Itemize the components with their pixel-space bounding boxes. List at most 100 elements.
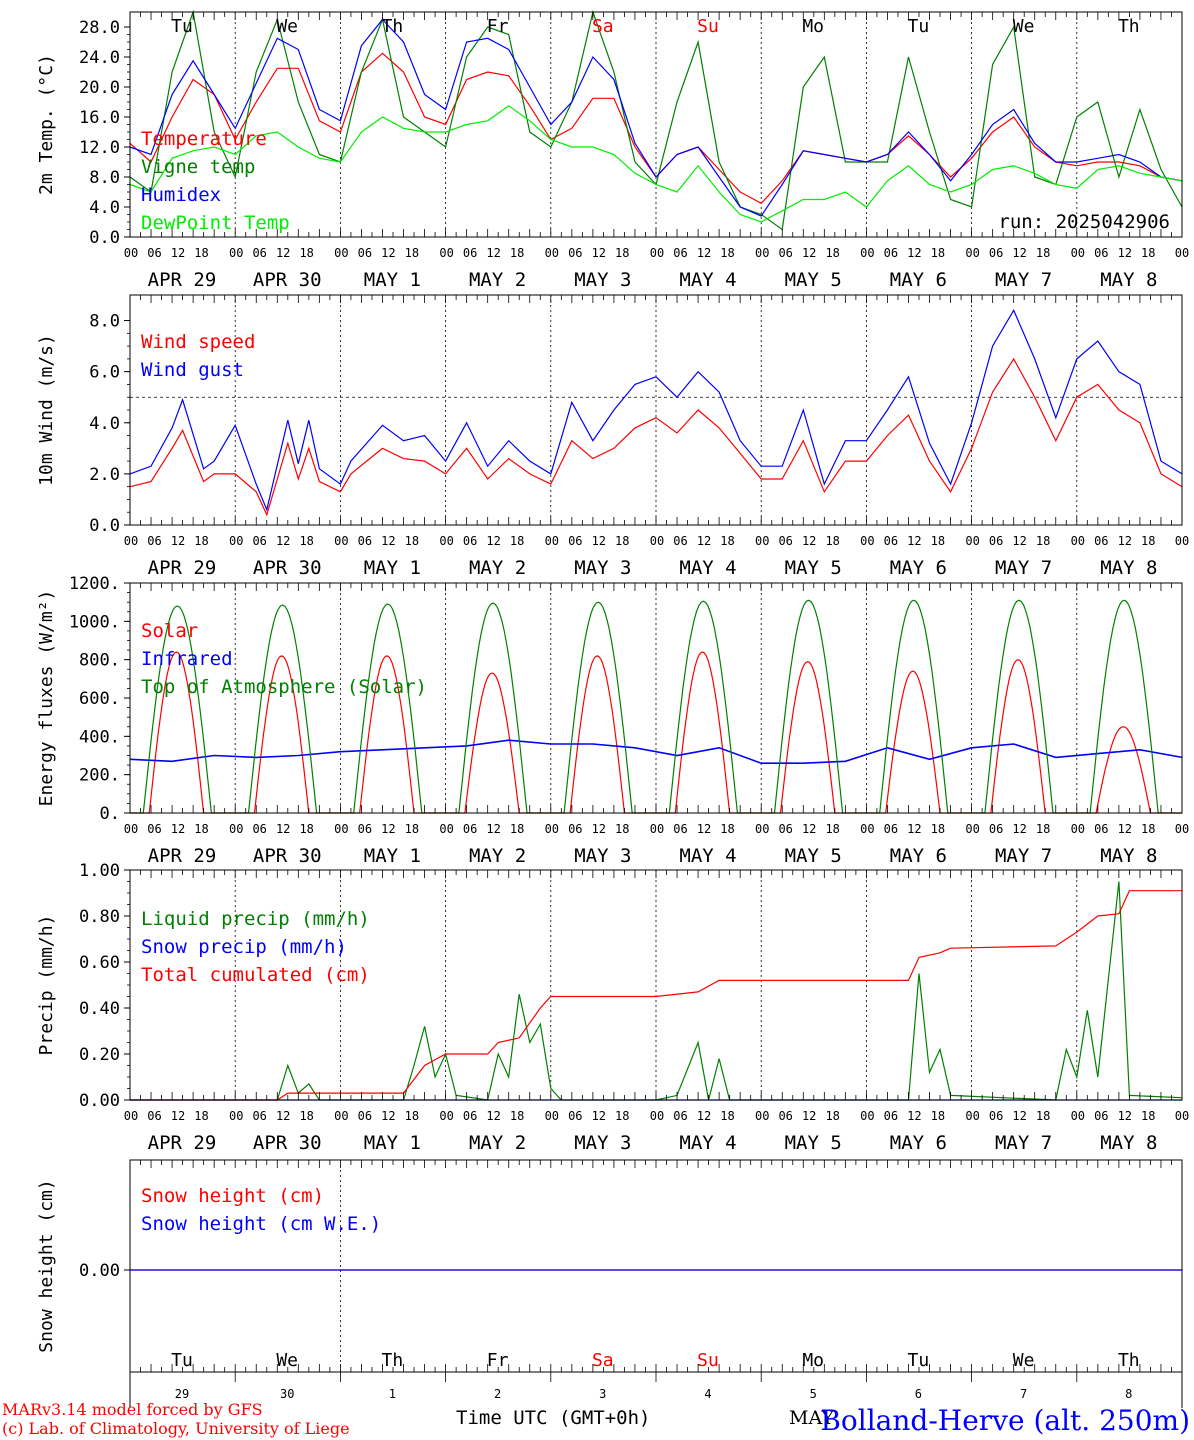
day-of-week-label: We bbox=[1013, 16, 1035, 37]
hour-tick-label: 18 bbox=[405, 822, 419, 836]
hour-tick-label: 00 bbox=[965, 246, 979, 260]
hour-tick-label: 00 bbox=[755, 1109, 769, 1123]
hour-tick-label: 18 bbox=[825, 1109, 839, 1123]
hour-tick-label: 18 bbox=[405, 246, 419, 260]
y-axis-label: Precip (mm/h) bbox=[36, 915, 57, 1056]
hour-tick-label: 00 bbox=[755, 246, 769, 260]
hour-tick-label: 12 bbox=[802, 246, 816, 260]
y-tick-label: 24.0 bbox=[79, 48, 120, 68]
date-label: MAY 6 bbox=[890, 1132, 947, 1154]
date-label: MAY 7 bbox=[995, 845, 1052, 867]
hour-tick-label: 06 bbox=[252, 534, 266, 548]
legend-entry: Top of Atmosphere (Solar) bbox=[141, 676, 427, 698]
hour-tick-label: 00 bbox=[229, 534, 243, 548]
hour-tick-label: 18 bbox=[299, 1109, 313, 1123]
hour-tick-label: 18 bbox=[194, 534, 208, 548]
day-of-week-label: Tu bbox=[171, 16, 193, 37]
hour-tick-label: 06 bbox=[989, 534, 1003, 548]
hour-tick-label: 18 bbox=[615, 1109, 629, 1123]
hour-tick-label: 12 bbox=[171, 246, 185, 260]
hour-tick-label: 12 bbox=[1012, 822, 1026, 836]
hour-tick-label: 06 bbox=[463, 534, 477, 548]
legend-entry: Vigne temp bbox=[141, 156, 255, 178]
legend-entry: Solar bbox=[141, 620, 198, 642]
day-of-week-label: Sa bbox=[592, 1350, 614, 1371]
hour-tick-label: 18 bbox=[825, 822, 839, 836]
hour-tick-label: 00 bbox=[1175, 1109, 1189, 1123]
hour-tick-label: 06 bbox=[673, 246, 687, 260]
hour-tick-label: 00 bbox=[1071, 246, 1085, 260]
hour-tick-label: 18 bbox=[194, 1109, 208, 1123]
hour-tick-label: 18 bbox=[299, 534, 313, 548]
hour-tick-label: 18 bbox=[194, 246, 208, 260]
y-tick-label: 0.80 bbox=[79, 907, 120, 927]
date-label: APR 29 bbox=[148, 557, 217, 579]
hour-tick-label: 06 bbox=[884, 246, 898, 260]
hour-tick-label: 06 bbox=[1094, 534, 1108, 548]
y-tick-label: 8.0 bbox=[89, 312, 120, 332]
date-label: APR 29 bbox=[148, 1132, 217, 1154]
hour-tick-label: 00 bbox=[965, 1109, 979, 1123]
date-label: MAY 5 bbox=[785, 557, 842, 579]
legend-entry: Wind gust bbox=[141, 359, 244, 381]
day-number-label: 6 bbox=[915, 1387, 922, 1401]
date-label: MAY 6 bbox=[890, 269, 947, 291]
y-tick-label: 1.00 bbox=[79, 861, 120, 881]
series-line-top-of-atmosphere-solar- bbox=[130, 599, 1182, 814]
day-number-label: 30 bbox=[280, 1387, 294, 1401]
day-number-label: 1 bbox=[389, 1387, 396, 1401]
date-label: MAY 4 bbox=[679, 269, 736, 291]
hour-tick-label: 12 bbox=[276, 534, 290, 548]
hour-tick-label: 12 bbox=[802, 1109, 816, 1123]
hour-tick-label: 06 bbox=[568, 246, 582, 260]
series-line-vigne-temp bbox=[129, 9, 1183, 231]
x-axis-label: Time UTC (GMT+0h) bbox=[456, 1407, 650, 1429]
hour-tick-label: 06 bbox=[989, 1109, 1003, 1123]
legend-entry: Total cumulated (cm) bbox=[141, 964, 370, 986]
footer-lab: (c) Lab. of Climatology, University of L… bbox=[2, 1419, 350, 1438]
hour-tick-label: 06 bbox=[252, 246, 266, 260]
month-label: MAY bbox=[789, 1407, 834, 1429]
hour-tick-label: 06 bbox=[252, 822, 266, 836]
date-label: MAY 4 bbox=[679, 845, 736, 867]
hour-tick-label: 18 bbox=[510, 246, 524, 260]
day-of-week-label: Fr bbox=[487, 1350, 509, 1371]
y-tick-label: 800. bbox=[79, 651, 120, 671]
hour-tick-label: 12 bbox=[381, 1109, 395, 1123]
hour-tick-label: 18 bbox=[510, 1109, 524, 1123]
day-of-week-label: Th bbox=[382, 16, 404, 37]
hour-tick-label: 18 bbox=[825, 534, 839, 548]
hour-tick-label: 06 bbox=[358, 246, 372, 260]
hour-tick-label: 18 bbox=[931, 822, 945, 836]
date-label: APR 30 bbox=[253, 269, 322, 291]
date-label: MAY 1 bbox=[364, 1132, 421, 1154]
hour-tick-label: 06 bbox=[252, 1109, 266, 1123]
date-label: MAY 1 bbox=[364, 557, 421, 579]
hour-tick-label: 12 bbox=[697, 822, 711, 836]
hour-tick-label: 06 bbox=[989, 246, 1003, 260]
hour-tick-label: 18 bbox=[931, 534, 945, 548]
hour-tick-label: 18 bbox=[615, 246, 629, 260]
hour-tick-label: 06 bbox=[147, 822, 161, 836]
hour-tick-label: 12 bbox=[276, 822, 290, 836]
hour-tick-label: 00 bbox=[334, 822, 348, 836]
day-of-week-label: We bbox=[276, 1350, 298, 1371]
hour-tick-label: 12 bbox=[381, 822, 395, 836]
hour-tick-label: 06 bbox=[1094, 822, 1108, 836]
hour-tick-label: 12 bbox=[486, 534, 500, 548]
hour-tick-label: 06 bbox=[358, 822, 372, 836]
hour-tick-label: 18 bbox=[1141, 246, 1155, 260]
axes-layer bbox=[124, 11, 1183, 1408]
hour-tick-label: 12 bbox=[697, 246, 711, 260]
hour-tick-label: 00 bbox=[545, 534, 559, 548]
hour-tick-label: 00 bbox=[860, 246, 874, 260]
hour-tick-label: 06 bbox=[358, 534, 372, 548]
hour-tick-label: 00 bbox=[860, 1109, 874, 1123]
date-label: MAY 7 bbox=[995, 269, 1052, 291]
series-line-wind-gust bbox=[129, 308, 1183, 512]
legend-entry: Temperature bbox=[141, 128, 267, 150]
hour-tick-label: 06 bbox=[463, 822, 477, 836]
hour-tick-label: 12 bbox=[592, 822, 606, 836]
station-label: Bolland-Herve (alt. 250m) bbox=[820, 1404, 1190, 1437]
date-label: APR 30 bbox=[253, 1132, 322, 1154]
